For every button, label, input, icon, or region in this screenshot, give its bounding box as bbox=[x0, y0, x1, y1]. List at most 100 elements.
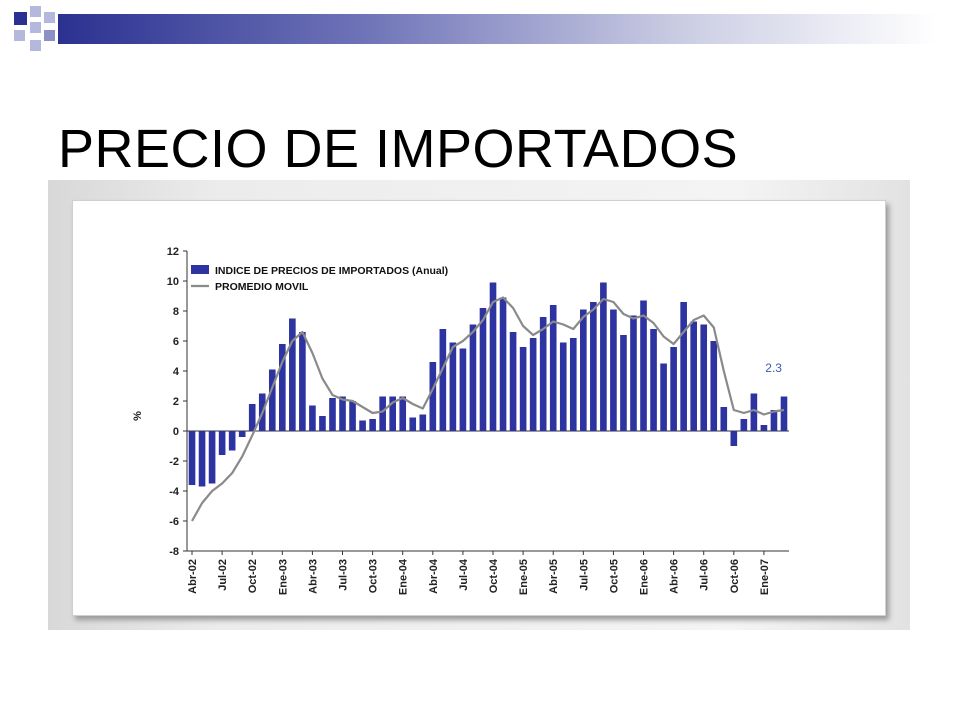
y-tick-label: 0 bbox=[173, 426, 179, 438]
x-tick-label: Ene-06 bbox=[639, 559, 651, 595]
x-tick-label: Abr-02 bbox=[187, 559, 199, 594]
bar-Dic-06 bbox=[750, 393, 758, 431]
y-tick-label: 8 bbox=[173, 306, 179, 318]
bar-May-05 bbox=[559, 342, 567, 431]
bar-May-03 bbox=[319, 416, 326, 431]
data-annotation: 2.3 bbox=[765, 361, 782, 375]
bar-Ene-04 bbox=[399, 396, 407, 431]
y-tick-label: 2 bbox=[173, 396, 179, 408]
bar-Sep-02 bbox=[238, 431, 246, 437]
accent-square-2 bbox=[30, 6, 41, 17]
bar-Mar-06 bbox=[660, 363, 667, 431]
bar-Sep-03 bbox=[359, 420, 366, 431]
legend-swatch-bars bbox=[191, 265, 209, 274]
y-tick-label: 4 bbox=[173, 366, 180, 378]
series-line-promedio-movil bbox=[191, 296, 785, 522]
x-tick-label: Jul-05 bbox=[578, 559, 590, 591]
bar-Mar-04 bbox=[419, 414, 427, 431]
y-tick-label: 6 bbox=[173, 336, 179, 348]
bar-May-06 bbox=[680, 302, 687, 431]
x-tick-label: Jul-06 bbox=[699, 559, 711, 591]
bar-Ene-03 bbox=[279, 344, 286, 431]
bar-Abr-06 bbox=[670, 347, 677, 431]
bar-Sep-05 bbox=[600, 282, 607, 431]
accent-square-4 bbox=[30, 22, 41, 33]
bar-Ago-05 bbox=[590, 302, 597, 431]
bar-Dic-02 bbox=[268, 369, 276, 431]
bar-Ago-04 bbox=[469, 324, 477, 431]
bar-Abr-02 bbox=[188, 431, 196, 485]
bar-Jul-04 bbox=[459, 348, 467, 431]
accent-square-1 bbox=[14, 12, 27, 25]
y-tick-label: 10 bbox=[167, 276, 179, 288]
header-gradient-bar bbox=[58, 14, 938, 44]
bar-Dic-04 bbox=[509, 332, 517, 431]
bar-Jul-02 bbox=[218, 431, 226, 455]
x-tick-label: Ene-04 bbox=[398, 558, 410, 595]
x-tick-label: Oct-06 bbox=[729, 559, 741, 593]
bar-Ago-03 bbox=[349, 401, 356, 431]
bar-Jun-03 bbox=[329, 398, 336, 431]
chart-svg: -8 -6 -4 -2 0 2 4 6 8 10 12% Abr-02 Jul-02 Oct-02 Ene-… bbox=[132, 246, 789, 595]
bar-Feb-06 bbox=[650, 329, 657, 431]
x-tick-label: Abr-03 bbox=[307, 559, 319, 594]
accent-square-6 bbox=[44, 30, 55, 41]
bar-Jul-05 bbox=[580, 309, 587, 431]
bar-Ago-06 bbox=[710, 341, 718, 431]
bar-Jul-06 bbox=[700, 324, 708, 431]
bar-Feb-04 bbox=[409, 417, 417, 431]
bar-Jun-02 bbox=[208, 431, 216, 484]
bar-Mar-07 bbox=[780, 396, 788, 431]
x-tick-label: Jul-04 bbox=[458, 558, 470, 591]
bar-Ene-07 bbox=[760, 425, 768, 431]
legend-label-bars: INDICE DE PRECIOS DE IMPORTADOS (Anual) bbox=[215, 265, 448, 277]
bar-Abr-04 bbox=[429, 362, 437, 431]
y-tick-label: -4 bbox=[169, 486, 180, 498]
x-tick-label: Ene-03 bbox=[277, 559, 289, 595]
y-axis-label: % bbox=[132, 411, 144, 421]
y-tick-label: -6 bbox=[169, 516, 179, 528]
bar-Feb-03 bbox=[289, 318, 296, 431]
x-tick-label: Ene-07 bbox=[759, 559, 771, 595]
x-tick-label: Abr-05 bbox=[548, 559, 560, 594]
accent-square-5 bbox=[14, 30, 25, 41]
bar-Ene-05 bbox=[519, 347, 527, 431]
bar-Oct-04 bbox=[489, 282, 497, 431]
bar-Mar-03 bbox=[299, 332, 306, 431]
bar-Feb-07 bbox=[770, 410, 778, 431]
y-tick-label: -2 bbox=[169, 456, 179, 468]
x-tick-label: Jul-03 bbox=[338, 559, 350, 591]
bar-Ago-02 bbox=[228, 431, 236, 451]
x-tick-label: Oct-05 bbox=[608, 559, 620, 593]
bar-Ene-06 bbox=[640, 300, 647, 431]
x-tick-label: Oct-02 bbox=[247, 559, 259, 593]
bar-Jul-03 bbox=[339, 396, 346, 431]
bar-Jun-05 bbox=[569, 338, 577, 431]
bar-Oct-06 bbox=[730, 431, 738, 446]
x-tick-label: Ene-05 bbox=[518, 559, 530, 595]
bar-Nov-04 bbox=[499, 297, 507, 431]
bar-Oct-02 bbox=[248, 404, 256, 431]
x-tick-label: Jul-02 bbox=[217, 559, 229, 591]
x-tick-label: Oct-03 bbox=[368, 559, 380, 593]
bar-Dic-03 bbox=[389, 396, 396, 431]
accent-square-3 bbox=[44, 12, 55, 23]
bar-Nov-05 bbox=[620, 335, 627, 431]
bar-Mar-05 bbox=[539, 317, 547, 431]
chart-panel: -8 -6 -4 -2 0 2 4 6 8 10 12% Abr-02 Jul-02 Oct-02 Ene-… bbox=[72, 200, 886, 616]
bar-Sep-04 bbox=[479, 308, 487, 431]
bar-Feb-05 bbox=[529, 338, 537, 431]
bar-Jun-04 bbox=[449, 342, 457, 431]
slide-title: PRECIO DE IMPORTADOS bbox=[58, 119, 739, 179]
accent-square-7 bbox=[30, 40, 41, 51]
bar-Abr-05 bbox=[549, 305, 557, 431]
x-tick-label: Abr-06 bbox=[669, 559, 681, 594]
bar-Abr-03 bbox=[309, 405, 316, 431]
bar-Sep-06 bbox=[720, 407, 728, 431]
y-tick-label: -8 bbox=[169, 546, 179, 558]
x-tick-label: Oct-04 bbox=[488, 558, 500, 593]
bar-May-04 bbox=[439, 329, 447, 431]
x-tick-label: Abr-04 bbox=[428, 558, 440, 594]
bar-Oct-05 bbox=[610, 309, 617, 431]
bar-Dic-05 bbox=[630, 315, 637, 431]
